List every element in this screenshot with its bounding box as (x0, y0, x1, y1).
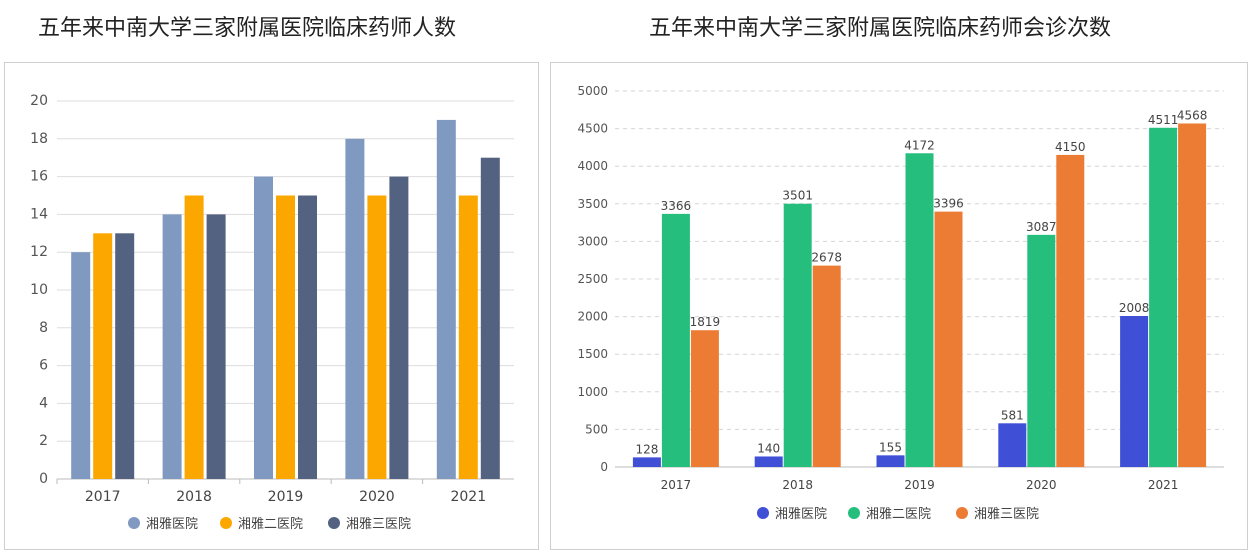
legend-label: 湘雅三医院 (346, 517, 411, 532)
y-tick-label: 2 (39, 433, 48, 449)
consultation-count-chart: 0 500 1000 1500 2000 2500 3000 3500 4000 4500 5000… (577, 84, 1224, 522)
bar (1056, 154, 1085, 468)
legend-marker (328, 517, 340, 529)
bar (115, 233, 135, 479)
x-tick-label: 2021 (450, 489, 486, 505)
x-tick-label: 2021 (1148, 478, 1179, 492)
data-label: 3501 (782, 189, 813, 203)
left-chart-panel: 0 2 4 6 8 10 12 14 16 18 20 2017 2018 2019 2020 2021 湘雅医… (4, 62, 539, 550)
legend-marker (757, 507, 769, 519)
bar (276, 195, 295, 479)
y-tick-label: 10 (30, 282, 48, 298)
y-tick-label: 4 (39, 395, 48, 411)
data-label: 4568 (1177, 108, 1208, 122)
right-chart-panel: 0 500 1000 1500 2000 2500 3000 3500 4000 4500 5000… (550, 62, 1248, 550)
bar (1149, 127, 1178, 467)
x-tick-label: 2017 (85, 489, 121, 505)
bar (632, 457, 661, 467)
data-label: 128 (635, 442, 658, 456)
bar (345, 138, 365, 480)
bar (206, 214, 226, 479)
y-tick-label: 0 (39, 471, 48, 487)
legend-marker (956, 507, 968, 519)
y-tick-label: 1000 (577, 385, 608, 399)
y-tick-label: 8 (39, 320, 48, 336)
bar (436, 119, 456, 480)
x-tick-label: 2017 (661, 478, 692, 492)
x-tick-label: 2020 (359, 489, 395, 505)
data-label: 140 (757, 441, 780, 455)
bar (93, 233, 113, 479)
bar (184, 195, 204, 479)
data-label: 3366 (661, 199, 692, 213)
x-tick-label: 2019 (268, 489, 304, 505)
left-chart-title: 五年来中南大学三家附属医院临床药师人数 (38, 16, 457, 41)
bar (162, 214, 182, 479)
bar (905, 153, 934, 467)
pharmacist-count-chart: 0 2 4 6 8 10 12 14 16 18 20 2017 2018 2019 2020 2021 湘雅医… (30, 93, 514, 532)
legend-label: 湘雅二医院 (238, 517, 303, 532)
bar (458, 195, 478, 479)
legend-label: 湘雅医院 (146, 517, 198, 532)
bar (812, 265, 841, 467)
y-tick-label: 18 (30, 131, 48, 147)
right-chart-title: 五年来中南大学三家附属医院临床药师会诊次数 (649, 16, 1112, 41)
bar (876, 455, 905, 467)
data-label: 1819 (690, 315, 721, 329)
y-tick-label: 20 (30, 93, 48, 109)
bar (367, 195, 387, 479)
bar (71, 252, 91, 479)
x-tick-label: 2020 (1026, 478, 1057, 492)
bar (690, 330, 719, 467)
x-tick-label: 2019 (904, 478, 935, 492)
y-tick-label: 14 (30, 206, 48, 222)
bar (480, 157, 500, 479)
y-tick-label: 3500 (577, 197, 608, 211)
bar (1120, 315, 1149, 467)
bar (661, 213, 690, 467)
data-label: 2678 (811, 251, 842, 265)
data-label: 3396 (933, 197, 964, 211)
data-label: 4172 (904, 138, 935, 152)
bar (783, 203, 812, 467)
y-tick-label: 1500 (577, 347, 608, 361)
bar (998, 423, 1027, 467)
legend-label: 湘雅医院 (775, 507, 827, 522)
y-tick-label: 2000 (577, 310, 608, 324)
data-label: 3087 (1026, 220, 1057, 234)
bar (1027, 234, 1056, 467)
legend-marker (128, 517, 140, 529)
y-tick-label: 0 (600, 460, 608, 474)
data-label: 4150 (1055, 140, 1086, 154)
bar (1178, 123, 1207, 468)
legend-label: 湘雅三医院 (974, 507, 1039, 522)
x-tick-label: 2018 (782, 478, 813, 492)
y-tick-label: 16 (30, 169, 48, 185)
y-tick-label: 5000 (577, 84, 608, 98)
bar (389, 176, 409, 479)
y-tick-label: 4000 (577, 159, 608, 173)
y-tick-label: 4500 (577, 122, 608, 136)
legend-marker (220, 517, 232, 529)
data-label: 2008 (1119, 301, 1150, 315)
y-tick-label: 500 (585, 422, 608, 436)
data-label: 4511 (1148, 113, 1179, 127)
y-tick-label: 6 (39, 358, 48, 374)
y-tick-label: 12 (30, 244, 48, 260)
y-tick-label: 2500 (577, 272, 608, 286)
data-label: 155 (879, 440, 902, 454)
legend-label: 湘雅二医院 (866, 507, 931, 522)
x-tick-label: 2018 (176, 489, 212, 505)
bar (754, 456, 783, 467)
legend-marker (848, 507, 860, 519)
bar (934, 211, 963, 467)
y-tick-label: 3000 (577, 234, 608, 248)
data-label: 581 (1001, 408, 1024, 422)
bar (298, 195, 317, 479)
bar (254, 176, 273, 479)
